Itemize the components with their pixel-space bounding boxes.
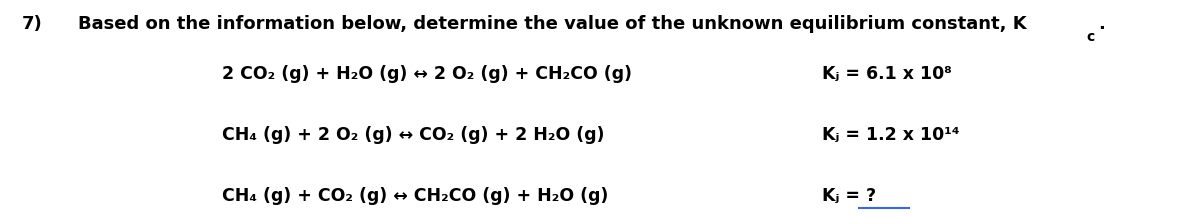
Text: c: c <box>1086 30 1094 44</box>
Text: Based on the information below, determine the value of the unknown equilibrium c: Based on the information below, determin… <box>78 15 1027 33</box>
Text: Kⱼ = 6.1 x 10⁸: Kⱼ = 6.1 x 10⁸ <box>822 65 952 83</box>
Text: Kⱼ = ?: Kⱼ = ? <box>822 187 876 205</box>
Text: CH₄ (g) + CO₂ (g) ↔ CH₂CO (g) + H₂O (g): CH₄ (g) + CO₂ (g) ↔ CH₂CO (g) + H₂O (g) <box>222 187 608 205</box>
Text: 2 CO₂ (g) + H₂O (g) ↔ 2 O₂ (g) + CH₂CO (g): 2 CO₂ (g) + H₂O (g) ↔ 2 O₂ (g) + CH₂CO (… <box>222 65 632 83</box>
Text: CH₄ (g) + 2 O₂ (g) ↔ CO₂ (g) + 2 H₂O (g): CH₄ (g) + 2 O₂ (g) ↔ CO₂ (g) + 2 H₂O (g) <box>222 126 605 144</box>
Text: 7): 7) <box>22 15 42 33</box>
Text: Kⱼ = 1.2 x 10¹⁴: Kⱼ = 1.2 x 10¹⁴ <box>822 126 960 144</box>
Text: .: . <box>1098 15 1105 33</box>
